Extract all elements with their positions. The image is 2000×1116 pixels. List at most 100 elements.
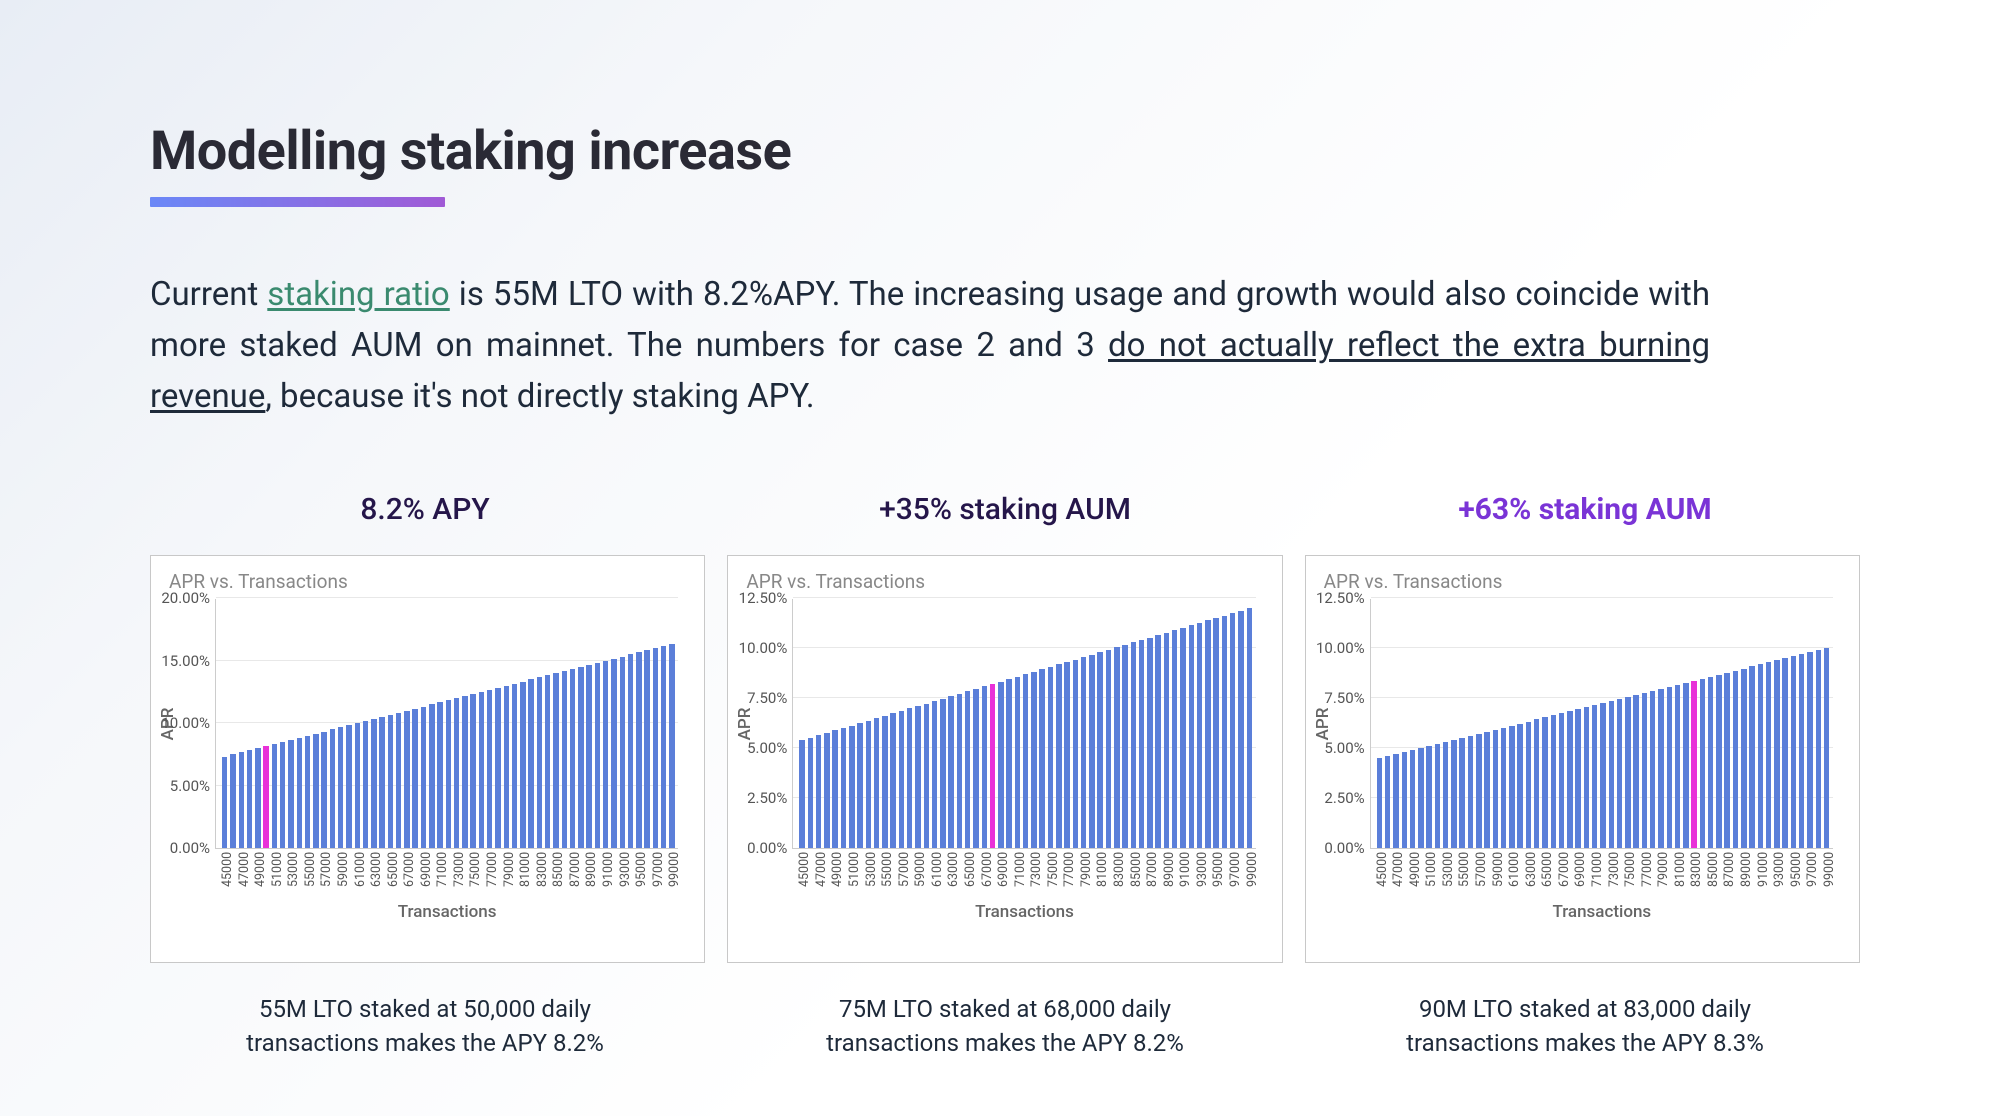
bar bbox=[1155, 635, 1160, 848]
bar bbox=[346, 725, 351, 848]
y-tick: 5.00% bbox=[723, 739, 787, 757]
bar bbox=[1122, 645, 1127, 849]
x-tick bbox=[874, 852, 879, 902]
x-tick: 47000 bbox=[239, 852, 244, 902]
bar bbox=[1741, 669, 1746, 849]
x-tick bbox=[628, 852, 633, 902]
bar bbox=[255, 748, 260, 848]
x-tick: 65000 bbox=[1542, 852, 1547, 902]
x-tick: 51000 bbox=[849, 852, 854, 902]
x-tick bbox=[1418, 852, 1423, 902]
x-tick bbox=[1484, 852, 1489, 902]
bar bbox=[1238, 611, 1243, 849]
bar bbox=[1089, 655, 1094, 849]
y-tick: 2.50% bbox=[1301, 789, 1365, 807]
bar bbox=[504, 686, 509, 849]
bar bbox=[1600, 703, 1605, 848]
bar bbox=[379, 717, 384, 848]
bar bbox=[849, 726, 854, 849]
x-tick bbox=[495, 852, 500, 902]
bar bbox=[1435, 744, 1440, 849]
bar bbox=[998, 682, 1003, 849]
x-tick: 83000 bbox=[1114, 852, 1119, 902]
x-tick bbox=[462, 852, 467, 902]
x-tick bbox=[1567, 852, 1572, 902]
x-tick bbox=[1023, 852, 1028, 902]
staking-ratio-link[interactable]: staking ratio bbox=[267, 275, 449, 314]
bar bbox=[288, 740, 293, 849]
bar bbox=[982, 686, 987, 848]
x-tick: 81000 bbox=[1097, 852, 1102, 902]
bar bbox=[528, 679, 533, 848]
bar bbox=[1468, 736, 1473, 849]
bar bbox=[816, 735, 821, 848]
bar bbox=[628, 654, 633, 848]
x-tick bbox=[857, 852, 862, 902]
x-ticks: 4500047000490005100053000550005700059000… bbox=[222, 852, 674, 902]
x-tick bbox=[1451, 852, 1456, 902]
bar bbox=[1633, 695, 1638, 848]
y-tick: 0.00% bbox=[723, 839, 787, 857]
x-tick: 73000 bbox=[454, 852, 459, 902]
bar bbox=[874, 718, 879, 848]
y-tick: 12.50% bbox=[1301, 589, 1365, 607]
x-tick: 51000 bbox=[272, 852, 277, 902]
bar bbox=[1247, 608, 1252, 848]
x-tick: 85000 bbox=[1708, 852, 1713, 902]
x-tick: 69000 bbox=[421, 852, 426, 902]
x-tick bbox=[545, 852, 550, 902]
bar bbox=[924, 704, 929, 849]
title-underline bbox=[150, 197, 445, 207]
x-tick: 99000 bbox=[1824, 852, 1829, 902]
x-tick: 63000 bbox=[1526, 852, 1531, 902]
chart-0: APR vs. TransactionsAPRTransactions0.00%… bbox=[150, 555, 705, 963]
bar bbox=[1791, 656, 1796, 848]
bar-highlight bbox=[1691, 681, 1696, 849]
bar bbox=[230, 754, 235, 848]
bar bbox=[1106, 650, 1111, 849]
x-tick bbox=[330, 852, 335, 902]
bar bbox=[882, 716, 887, 849]
bar bbox=[973, 689, 978, 849]
x-axis-label: Transactions bbox=[398, 902, 497, 922]
bar bbox=[520, 682, 525, 849]
bar bbox=[330, 729, 335, 848]
x-tick: 95000 bbox=[1213, 852, 1218, 902]
x-tick: 99000 bbox=[669, 852, 674, 902]
x-tick bbox=[1172, 852, 1177, 902]
x-tick: 53000 bbox=[1443, 852, 1448, 902]
bar bbox=[1584, 707, 1589, 848]
x-tick: 71000 bbox=[1015, 852, 1020, 902]
x-tick bbox=[396, 852, 401, 902]
x-tick bbox=[1435, 852, 1440, 902]
bar bbox=[1509, 726, 1514, 849]
x-tick: 77000 bbox=[1064, 852, 1069, 902]
x-tick: 89000 bbox=[586, 852, 591, 902]
x-tick: 93000 bbox=[620, 852, 625, 902]
x-tick: 77000 bbox=[1642, 852, 1647, 902]
x-tick: 45000 bbox=[1377, 852, 1382, 902]
x-tick bbox=[1700, 852, 1705, 902]
x-tick: 57000 bbox=[899, 852, 904, 902]
bar bbox=[832, 730, 837, 848]
x-tick: 59000 bbox=[915, 852, 920, 902]
x-tick: 55000 bbox=[882, 852, 887, 902]
x-axis-label: Transactions bbox=[975, 902, 1074, 922]
bar bbox=[1807, 652, 1812, 848]
x-tick bbox=[429, 852, 434, 902]
x-tick bbox=[1749, 852, 1754, 902]
x-tick: 73000 bbox=[1609, 852, 1614, 902]
x-tick bbox=[1617, 852, 1622, 902]
x-tick bbox=[379, 852, 384, 902]
bar bbox=[545, 675, 550, 848]
x-tick bbox=[446, 852, 451, 902]
bar bbox=[1097, 652, 1102, 848]
x-tick: 95000 bbox=[1791, 852, 1796, 902]
bar bbox=[841, 728, 846, 848]
y-tick: 10.00% bbox=[146, 714, 210, 732]
bar bbox=[866, 721, 871, 849]
x-tick bbox=[1600, 852, 1605, 902]
bars bbox=[799, 599, 1251, 848]
chart-caption-2: 90M LTO staked at 83,000 daily transacti… bbox=[1310, 993, 1860, 1060]
bar bbox=[297, 738, 302, 849]
